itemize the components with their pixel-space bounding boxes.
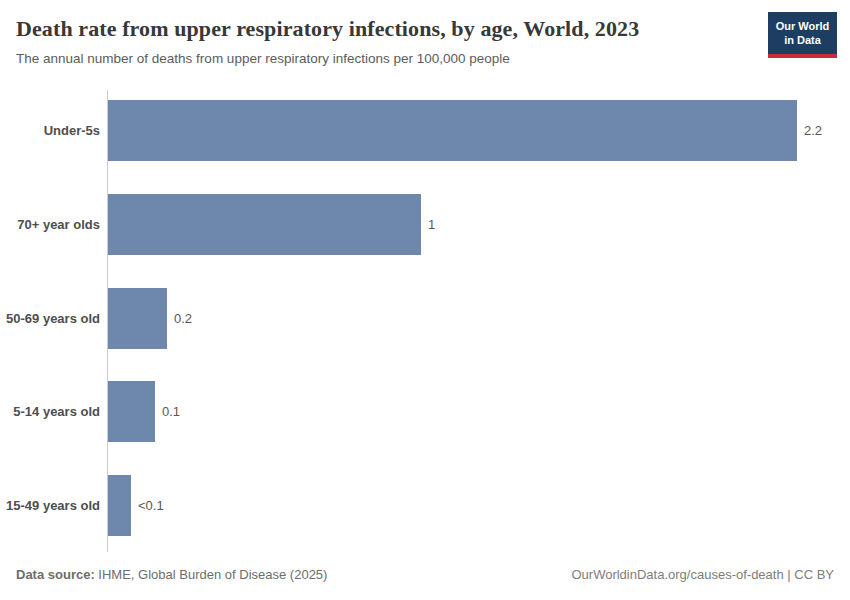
data-source-text: IHME, Global Burden of Disease (2025)	[95, 567, 328, 582]
license-link[interactable]: OurWorldinData.org/causes-of-death | CC …	[571, 567, 834, 582]
value-label: 1	[428, 194, 435, 255]
bar-row: 70+ year olds 1	[0, 194, 850, 255]
data-source: Data source: IHME, Global Burden of Dise…	[16, 567, 327, 582]
owid-logo[interactable]: Our World in Data	[768, 12, 837, 58]
bar-row: 50-69 years old 0.2	[0, 288, 850, 349]
bar-row: Under-5s 2.2	[0, 100, 850, 161]
category-label: 15-49 years old	[0, 475, 100, 536]
chart-subtitle: The annual number of deaths from upper r…	[16, 51, 755, 66]
value-label: 2.2	[804, 100, 822, 161]
value-label: <0.1	[138, 475, 164, 536]
bar-row: 5-14 years old 0.1	[0, 381, 850, 442]
bar[interactable]	[108, 288, 167, 349]
category-label: 5-14 years old	[0, 381, 100, 442]
category-label: Under-5s	[0, 100, 100, 161]
bar[interactable]	[108, 381, 155, 442]
chart-header: Death rate from upper respiratory infect…	[16, 16, 755, 66]
owid-logo-line1: Our World	[775, 19, 830, 33]
bar[interactable]	[108, 194, 421, 255]
category-label: 70+ year olds	[0, 194, 100, 255]
chart-card: Death rate from upper respiratory infect…	[0, 0, 850, 600]
bar[interactable]	[108, 100, 797, 161]
owid-logo-line2: in Data	[775, 33, 830, 47]
value-label: 0.1	[162, 381, 180, 442]
bar-chart: Under-5s 2.2 70+ year olds 1 50-69 years old…	[0, 90, 850, 552]
category-label: 50-69 years old	[0, 288, 100, 349]
data-source-label: Data source:	[16, 567, 95, 582]
bar-row: 15-49 years old <0.1	[0, 475, 850, 536]
value-label: 0.2	[174, 288, 192, 349]
chart-footer: Data source: IHME, Global Burden of Dise…	[16, 567, 834, 582]
bar[interactable]	[108, 475, 131, 536]
chart-title: Death rate from upper respiratory infect…	[16, 16, 755, 42]
